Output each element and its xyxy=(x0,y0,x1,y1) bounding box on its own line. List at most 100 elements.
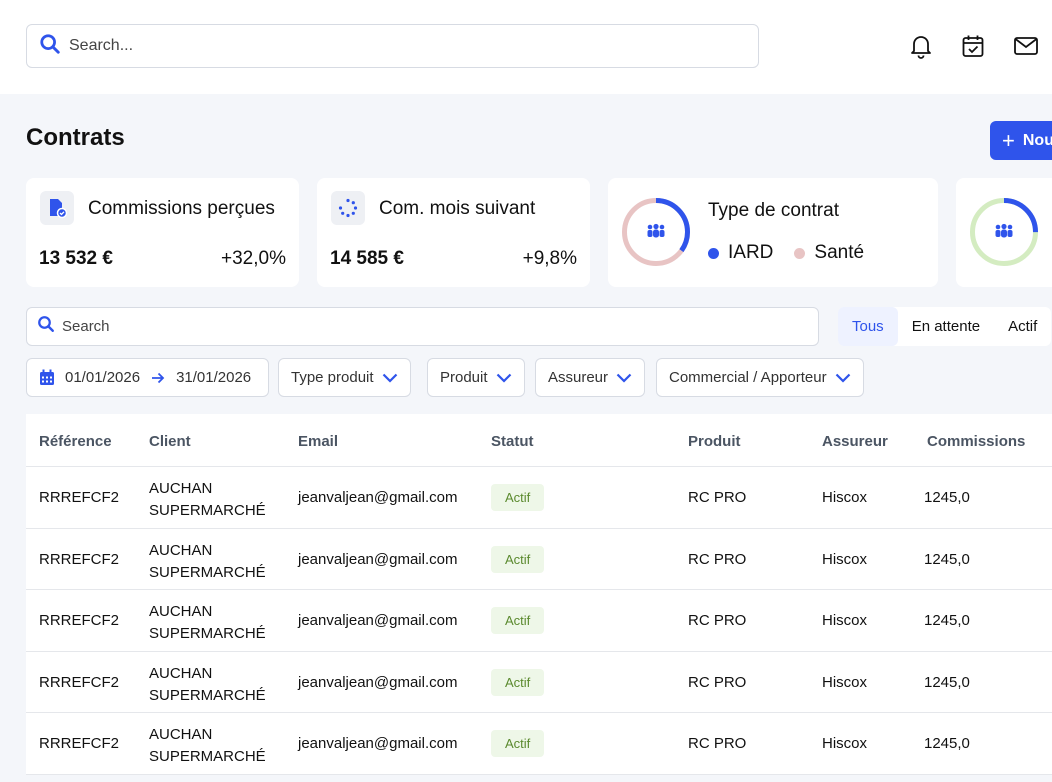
cell-email: jeanvaljean@gmail.com xyxy=(298,612,458,629)
cell-produit: RC PRO xyxy=(688,550,747,568)
card-contract-type-title: Type de contrat xyxy=(708,200,839,221)
cell-commissions: 1245,0 xyxy=(924,612,970,629)
chevron-down-icon xyxy=(616,373,632,383)
filter-label: Commercial / Apporteur xyxy=(669,369,827,386)
card-commissions-title: Commissions perçues xyxy=(88,198,275,219)
main-content: Contrats + Nou Commissions perçues 13 53… xyxy=(0,94,1052,782)
segment-tous[interactable]: Tous xyxy=(838,307,898,346)
chevron-down-icon xyxy=(382,373,398,383)
global-search-input[interactable] xyxy=(69,37,669,55)
status-segmented-control: Tous En attente Actif xyxy=(838,307,1052,346)
chevron-down-icon xyxy=(496,373,512,383)
date-range-filter[interactable]: 01/01/2026 31/01/2026 xyxy=(26,358,269,397)
filter-type-produit[interactable]: Type produit xyxy=(278,358,411,397)
legend-item-sante: Santé xyxy=(794,242,864,264)
filter-produit[interactable]: Produit xyxy=(427,358,525,397)
column-header-reference[interactable]: Référence xyxy=(39,433,112,450)
calendar-check-icon[interactable] xyxy=(960,33,986,59)
cell-assureur: Hiscox xyxy=(822,489,868,506)
cell-commissions: 1245,0 xyxy=(924,673,970,691)
page-title: Contrats xyxy=(26,124,125,151)
cell-client-line1: AUCHAN xyxy=(149,480,213,497)
mail-icon[interactable] xyxy=(1013,33,1039,59)
status-badge: Actif xyxy=(491,730,545,757)
cell-email: jeanvaljean@gmail.com xyxy=(298,550,458,568)
cell-produit: RC PRO xyxy=(688,735,747,752)
users-icon xyxy=(647,223,665,238)
cell-client: AUCHAN SUPERMARCHÉ xyxy=(149,478,266,522)
cell-client-line1: AUCHAN xyxy=(149,726,213,743)
new-contract-button[interactable]: + Nou xyxy=(990,121,1052,160)
cell-client: AUCHAN SUPERMARCHÉ xyxy=(149,540,266,584)
calendar-icon xyxy=(39,369,55,386)
cell-client: AUCHAN SUPERMARCHÉ xyxy=(149,663,266,707)
cell-reference: RRREFCF2 xyxy=(39,612,120,629)
fourth-donut xyxy=(970,198,1038,266)
new-contract-button-label: Nou xyxy=(1022,131,1052,149)
contract-type-legend: IARD Santé xyxy=(708,242,885,264)
column-header-statut[interactable]: Statut xyxy=(491,433,534,450)
table-row[interactable]: RRREFCF2 AUCHAN SUPERMARCHÉ jeanvaljean@… xyxy=(26,467,1052,529)
column-header-client[interactable]: Client xyxy=(149,433,191,450)
cell-commissions: 1245,0 xyxy=(924,550,970,568)
cell-produit: RC PRO xyxy=(688,612,747,629)
cell-assureur: Hiscox xyxy=(822,735,868,752)
segment-actif[interactable]: Actif xyxy=(1008,318,1038,335)
table-body: RRREFCF2 AUCHAN SUPERMARCHÉ jeanvaljean@… xyxy=(26,467,1052,775)
status-badge: Actif xyxy=(491,668,545,696)
card-commissions-delta: +32,0% xyxy=(221,248,286,269)
contracts-table: Référence Client Email Statut Produit As… xyxy=(26,414,1052,775)
plus-icon: + xyxy=(1002,127,1015,153)
legend-label: IARD xyxy=(728,242,774,263)
table-search-input[interactable] xyxy=(62,318,762,335)
date-to: 31/01/2026 xyxy=(176,369,252,386)
table-search[interactable] xyxy=(26,307,819,346)
cell-reference: RRREFCF2 xyxy=(39,489,120,506)
cell-email: jeanvaljean@gmail.com xyxy=(298,735,458,752)
filter-assureur[interactable]: Assureur xyxy=(535,358,646,397)
card-contract-type: Type de contrat IARD Santé xyxy=(608,178,938,287)
card-fourth xyxy=(956,178,1052,287)
contract-type-donut xyxy=(622,198,690,266)
table-row[interactable]: RRREFCF2 AUCHAN SUPERMARCHÉ jeanvaljean@… xyxy=(26,652,1052,713)
cell-assureur: Hiscox xyxy=(822,612,868,629)
column-header-produit[interactable]: Produit xyxy=(688,433,741,450)
filter-label: Assureur xyxy=(548,369,609,386)
status-badge: Actif xyxy=(491,545,545,573)
cell-commissions: 1245,0 xyxy=(924,489,970,506)
cell-client-line2: SUPERMARCHÉ xyxy=(149,563,266,581)
segment-en-attente[interactable]: En attente xyxy=(911,318,981,335)
legend-dot xyxy=(708,247,719,259)
cell-client-line2: SUPERMARCHÉ xyxy=(149,625,266,642)
card-next-month-delta: +9,8% xyxy=(522,248,577,269)
card-next-month: Com. mois suivant 14 585 € +9,8% xyxy=(317,178,590,287)
cell-client-line1: AUCHAN xyxy=(149,664,213,682)
cell-client-line1: AUCHAN xyxy=(149,603,213,620)
bell-icon[interactable] xyxy=(908,33,934,59)
table-row[interactable]: RRREFCF2 AUCHAN SUPERMARCHÉ jeanvaljean@… xyxy=(26,529,1052,590)
document-check-icon xyxy=(40,191,74,225)
table-header: Référence Client Email Statut Produit As… xyxy=(26,414,1052,467)
card-next-month-value: 14 585 € xyxy=(330,248,404,269)
cell-client: AUCHAN SUPERMARCHÉ xyxy=(149,601,266,645)
table-row[interactable]: RRREFCF2 AUCHAN SUPERMARCHÉ jeanvaljean@… xyxy=(26,713,1052,775)
table-row[interactable]: RRREFCF2 AUCHAN SUPERMARCHÉ jeanvaljean@… xyxy=(26,590,1052,652)
cell-assureur: Hiscox xyxy=(822,550,868,568)
search-icon xyxy=(37,315,55,338)
date-from: 01/01/2026 xyxy=(65,369,141,386)
column-header-email[interactable]: Email xyxy=(298,433,339,450)
loader-icon xyxy=(331,191,365,225)
global-search[interactable] xyxy=(26,24,759,68)
cell-client-line1: AUCHAN xyxy=(149,541,213,559)
column-header-commissions[interactable]: Commissions xyxy=(927,433,1026,450)
filter-commercial-apporteur[interactable]: Commercial / Apporteur xyxy=(656,358,864,397)
chevron-down-icon xyxy=(835,373,851,383)
column-header-assureur[interactable]: Assureur xyxy=(822,433,888,450)
cell-assureur: Hiscox xyxy=(822,673,868,691)
cell-client-line2: SUPERMARCHÉ xyxy=(149,686,266,704)
search-icon xyxy=(39,33,61,60)
cell-client-line2: SUPERMARCHÉ xyxy=(149,502,266,519)
filter-label: Produit xyxy=(440,369,488,386)
cell-reference: RRREFCF2 xyxy=(39,735,120,752)
filter-label: Type produit xyxy=(291,369,374,386)
